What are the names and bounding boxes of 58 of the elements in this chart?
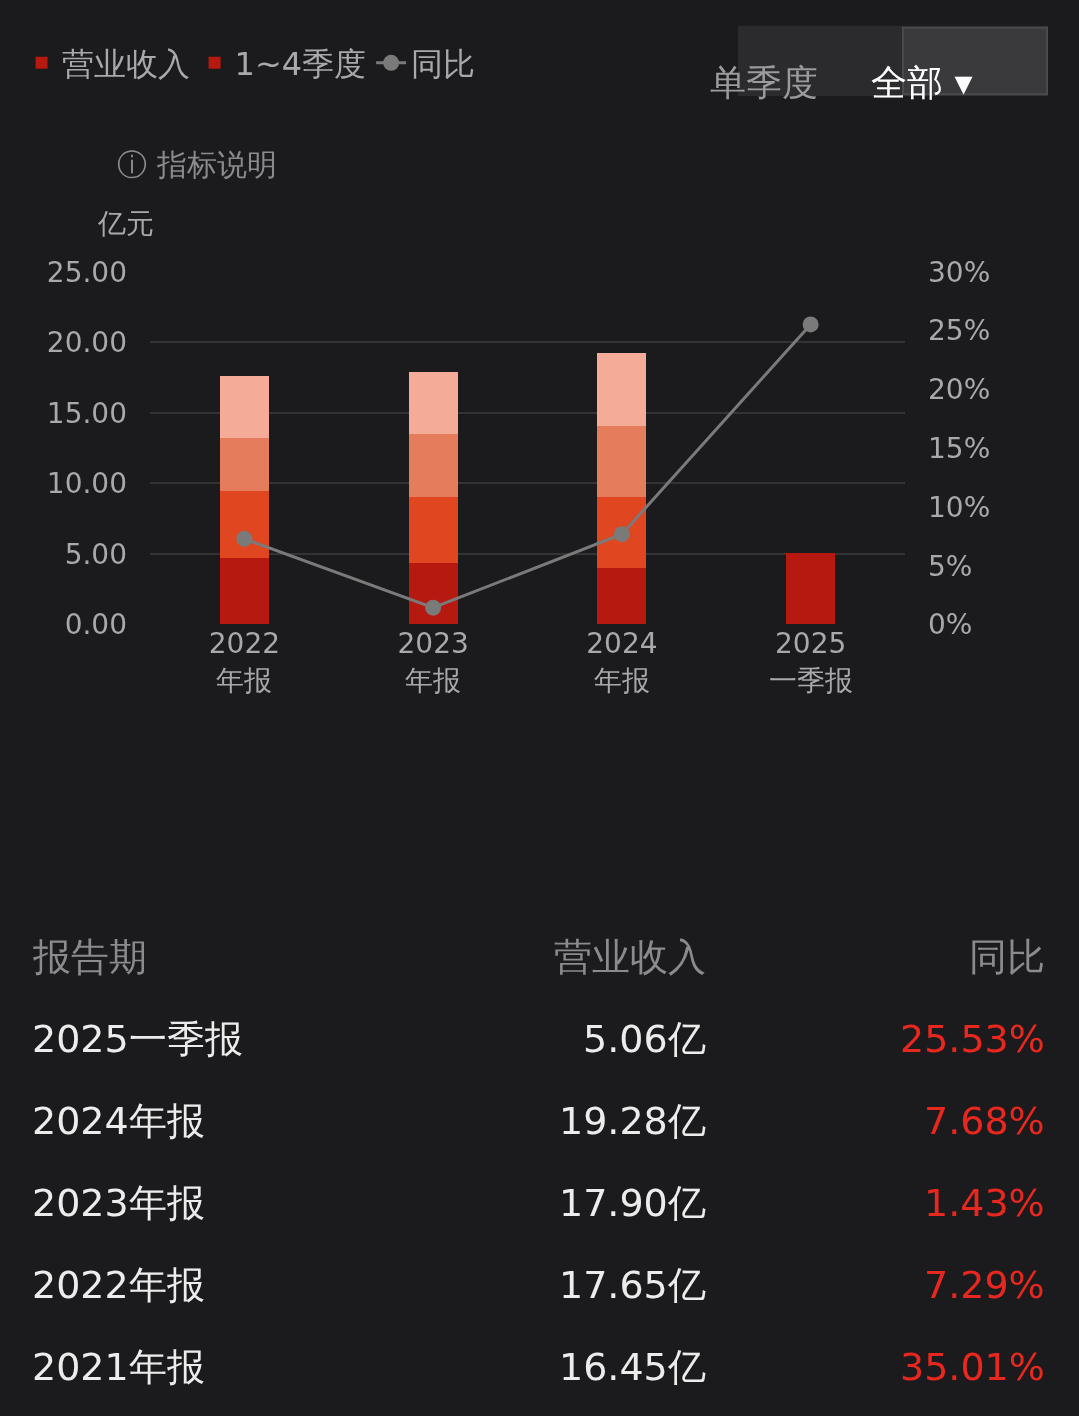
y2-tick-label: 0% bbox=[928, 608, 973, 642]
legend-label: 营业收入 bbox=[61, 45, 190, 84]
text: 营业收入 bbox=[554, 935, 706, 979]
y-tick-label: 0.00 bbox=[64, 608, 127, 642]
bar bbox=[597, 425, 647, 497]
point bbox=[613, 526, 630, 543]
text: 17.90亿 bbox=[559, 1181, 706, 1225]
bar bbox=[219, 375, 269, 439]
y2-tick-label: 15% bbox=[928, 431, 991, 465]
text: 全部 ▾ bbox=[871, 62, 973, 103]
text: 19.28亿 bbox=[559, 1099, 706, 1143]
text: ⓘ 指标说明 bbox=[117, 147, 277, 182]
y2-tick-label: 5% bbox=[928, 549, 973, 583]
bar bbox=[408, 496, 458, 563]
text: 17.65亿 bbox=[559, 1263, 706, 1307]
text: 2024年报 bbox=[32, 1099, 205, 1143]
text: 25.53% bbox=[900, 1017, 1045, 1061]
bar bbox=[597, 352, 647, 426]
y-tick-label: 20.00 bbox=[46, 326, 127, 360]
y2-tick-label: 30% bbox=[928, 255, 991, 289]
bar bbox=[408, 372, 458, 434]
text: 7.29% bbox=[924, 1263, 1045, 1307]
y-tick-label: 5.00 bbox=[64, 537, 127, 571]
text: 2022年报 bbox=[32, 1263, 205, 1307]
text: 2021年报 bbox=[32, 1345, 205, 1389]
y2-tick-label: 10% bbox=[928, 490, 991, 524]
point bbox=[425, 599, 442, 616]
text: 7.68% bbox=[924, 1099, 1045, 1143]
text: 报告期 bbox=[32, 935, 147, 979]
text: 单季度 bbox=[710, 62, 818, 103]
text: 2023年报 bbox=[32, 1181, 205, 1225]
text: 同比 bbox=[969, 935, 1045, 979]
y-axis-title: 亿元 bbox=[97, 207, 154, 240]
x-tick-label: 2023 年报 bbox=[397, 627, 469, 697]
bar bbox=[597, 567, 647, 625]
bar bbox=[219, 491, 269, 559]
bar bbox=[786, 553, 836, 625]
point bbox=[236, 530, 253, 547]
bar bbox=[597, 496, 647, 568]
legend-label: 1~4季度 bbox=[234, 45, 367, 84]
text: 16.45亿 bbox=[559, 1345, 706, 1389]
y2-tick-label: 25% bbox=[928, 314, 991, 348]
text: 35.01% bbox=[900, 1345, 1045, 1389]
y-tick-label: 10.00 bbox=[46, 467, 127, 501]
y-tick-label: 25.00 bbox=[46, 255, 127, 289]
bar bbox=[219, 438, 269, 492]
text: 1.43% bbox=[924, 1181, 1045, 1225]
point bbox=[802, 316, 819, 333]
y2-tick-label: 20% bbox=[928, 373, 991, 407]
text: 5.06亿 bbox=[583, 1017, 706, 1061]
legend-label: 同比 bbox=[411, 45, 476, 84]
x-tick-label: 2025 一季报 bbox=[768, 627, 853, 697]
x-tick-label: 2024 年报 bbox=[586, 627, 658, 697]
x-tick-label: 2022 年报 bbox=[208, 627, 281, 697]
bar bbox=[408, 433, 458, 497]
y-tick-label: 15.00 bbox=[46, 396, 127, 430]
text: 2025一季报 bbox=[32, 1017, 243, 1061]
bar bbox=[219, 558, 269, 625]
